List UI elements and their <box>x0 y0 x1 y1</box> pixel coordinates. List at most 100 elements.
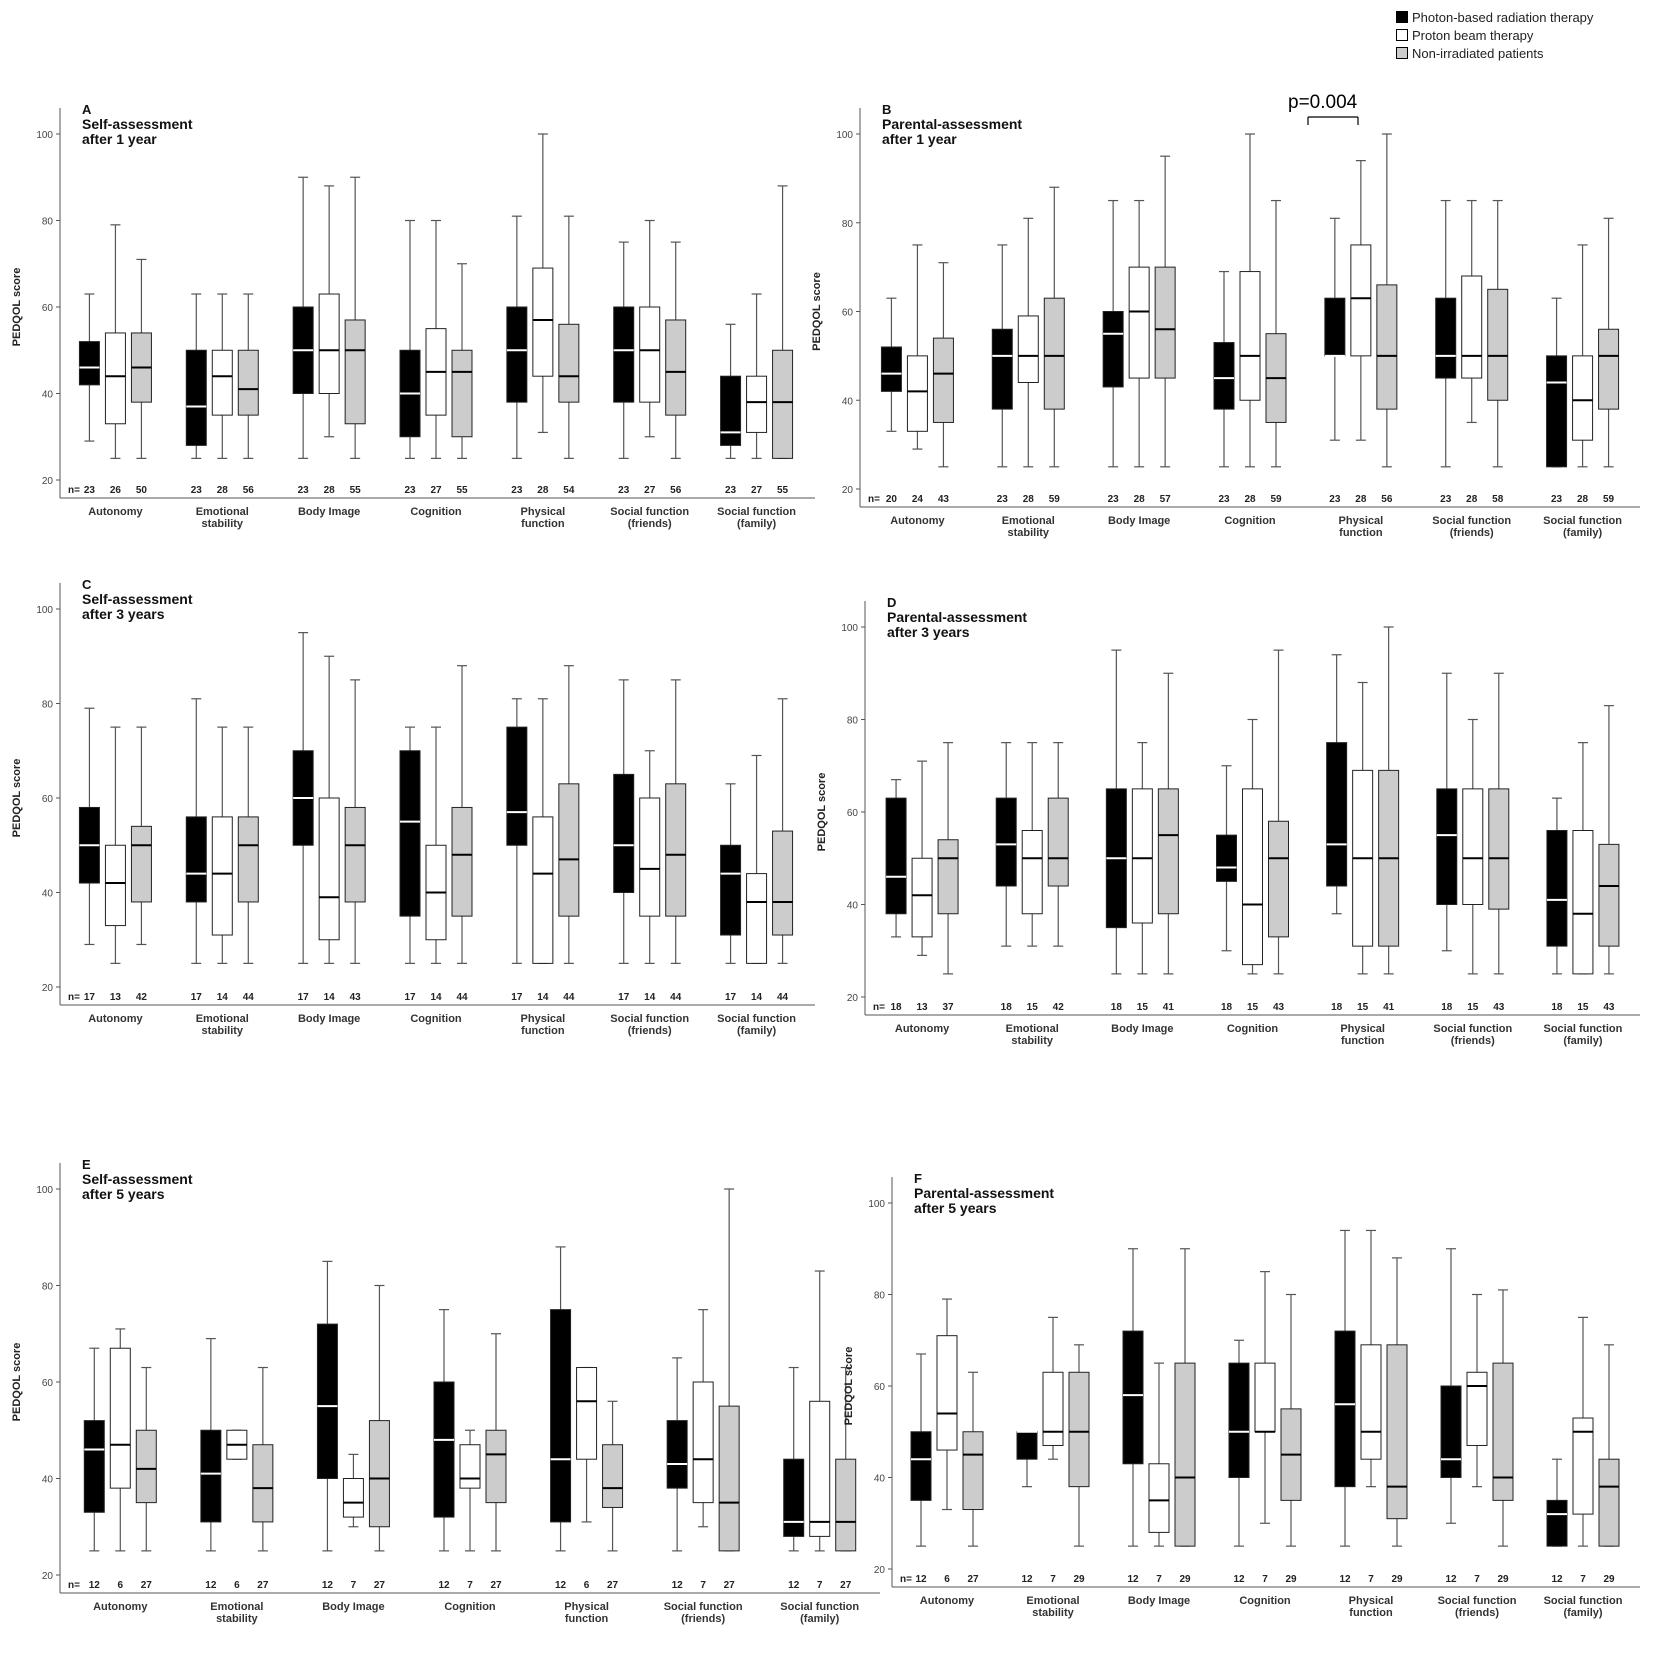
box-3-3: 57 <box>1154 155 1176 505</box>
box-body <box>885 797 907 915</box>
category-label: Cognition <box>444 1601 496 1613</box>
box-body <box>1572 355 1594 441</box>
box-2-2: 28 <box>1017 217 1039 505</box>
n-value: 28 <box>1466 494 1478 505</box>
category-label: Physical <box>1340 1023 1385 1035</box>
y-tick-label: 60 <box>842 308 854 319</box>
n-value: 18 <box>1221 1002 1233 1013</box>
category-label: (family) <box>737 518 776 530</box>
box-5-3: 41 <box>1378 626 1400 1013</box>
box-body <box>1386 1344 1408 1520</box>
n-value: 12 <box>555 1580 567 1591</box>
box-body <box>211 349 233 416</box>
box-6-2: 7 <box>1466 1293 1488 1585</box>
box-6-2: 7 <box>692 1309 714 1591</box>
category-label: stability <box>1032 1607 1074 1619</box>
box-1-2: 26 <box>104 224 126 496</box>
category-label: Physical <box>1349 1595 1394 1607</box>
n-value: 18 <box>1551 1002 1563 1013</box>
box-2-3: 44 <box>237 726 259 1003</box>
category-label: Social function <box>1438 1595 1517 1607</box>
box-6-1: 17 <box>613 679 635 1003</box>
y-tick-label: 20 <box>42 476 54 487</box>
n-value: 12 <box>1445 1574 1457 1585</box>
n-value: 23 <box>997 494 1009 505</box>
box-5-1: 23 <box>1324 217 1346 505</box>
box-body <box>1598 843 1620 947</box>
n-value: 28 <box>1134 494 1146 505</box>
box-body <box>1440 1385 1462 1478</box>
y-tick-label: 60 <box>42 303 54 314</box>
panel-subtitle: after 1 year <box>882 131 957 147</box>
n-value: 17 <box>511 992 523 1003</box>
box-2-3: 27 <box>252 1366 274 1591</box>
y-tick-label: 80 <box>42 217 54 228</box>
box-6-3: 58 <box>1487 199 1509 505</box>
box-5-2: 7 <box>1360 1229 1382 1585</box>
box-1-2: 13 <box>104 726 126 1003</box>
y-tick-label: 100 <box>36 130 53 141</box>
n-value: 17 <box>618 992 630 1003</box>
box-5-2: 28 <box>532 133 554 496</box>
panel-subtitle: after 1 year <box>82 131 157 147</box>
y-axis-label: PEDQOL score <box>843 1347 855 1426</box>
box-body <box>1017 315 1039 383</box>
n-value: 12 <box>915 1574 927 1585</box>
box-body <box>1016 1431 1038 1460</box>
box-body <box>1324 297 1346 357</box>
box-6-2: 28 <box>1461 199 1483 505</box>
box-4-3: 29 <box>1280 1293 1302 1585</box>
n-value: 12 <box>322 1580 334 1591</box>
box-body <box>1122 1330 1144 1465</box>
category-label: function <box>521 1025 565 1037</box>
n-value: 12 <box>1127 1574 1139 1585</box>
category-label: function <box>1341 1035 1385 1047</box>
n-value: 7 <box>1050 1574 1056 1585</box>
box-4-1: 17 <box>399 726 421 1003</box>
n-value: 7 <box>1156 1574 1162 1585</box>
n-value: 23 <box>1551 494 1563 505</box>
y-tick-label: 60 <box>42 794 54 805</box>
n-value: 43 <box>1493 1002 1505 1013</box>
box-3-2: 7 <box>342 1453 364 1591</box>
box-5-3: 56 <box>1376 133 1398 505</box>
category-label: Emotional <box>1006 1023 1059 1035</box>
panel-title: Parental-assessment <box>887 609 1027 625</box>
category-label: Autonomy <box>88 506 143 518</box>
n-value: 44 <box>563 992 575 1003</box>
box-3-2: 14 <box>318 655 340 1003</box>
n-value: 23 <box>1218 494 1230 505</box>
box-1-2: 13 <box>911 760 933 1013</box>
n-value: 54 <box>563 485 575 496</box>
box-body <box>665 319 687 416</box>
category-label: stability <box>1011 1035 1053 1047</box>
box-4-3: 43 <box>1268 649 1289 1013</box>
box-body <box>1572 830 1594 975</box>
box-body <box>135 1429 157 1504</box>
n-value: 43 <box>1603 1002 1615 1013</box>
box-body <box>1131 788 1153 924</box>
box-body <box>1376 284 1398 410</box>
n-value: 37 <box>943 1002 955 1013</box>
n-value: 15 <box>1247 1002 1259 1013</box>
y-axis-label: PEDQOL score <box>11 759 23 838</box>
box-1-1: 12 <box>910 1353 932 1585</box>
box-6-3: 43 <box>1488 672 1510 1013</box>
box-body <box>1228 1362 1250 1478</box>
box-2-1: 23 <box>991 244 1013 505</box>
box-body <box>835 1458 857 1552</box>
box-body <box>316 1323 338 1479</box>
legend: Photon-based radiation therapy Proton be… <box>1396 8 1593 62</box>
n-value: 13 <box>110 992 122 1003</box>
box-1-3: 27 <box>135 1366 157 1591</box>
box-2-3: 29 <box>1068 1344 1090 1585</box>
box-body <box>772 349 794 459</box>
category-label: Social function <box>1433 1023 1512 1035</box>
box-7-2: 15 <box>1572 742 1594 1013</box>
n-value: 17 <box>404 992 416 1003</box>
y-tick-label: 100 <box>836 130 853 141</box>
n-value: 18 <box>1331 1002 1343 1013</box>
box-body <box>639 797 661 917</box>
box-1-1: 18 <box>885 779 907 1013</box>
n-value: 27 <box>751 485 763 496</box>
